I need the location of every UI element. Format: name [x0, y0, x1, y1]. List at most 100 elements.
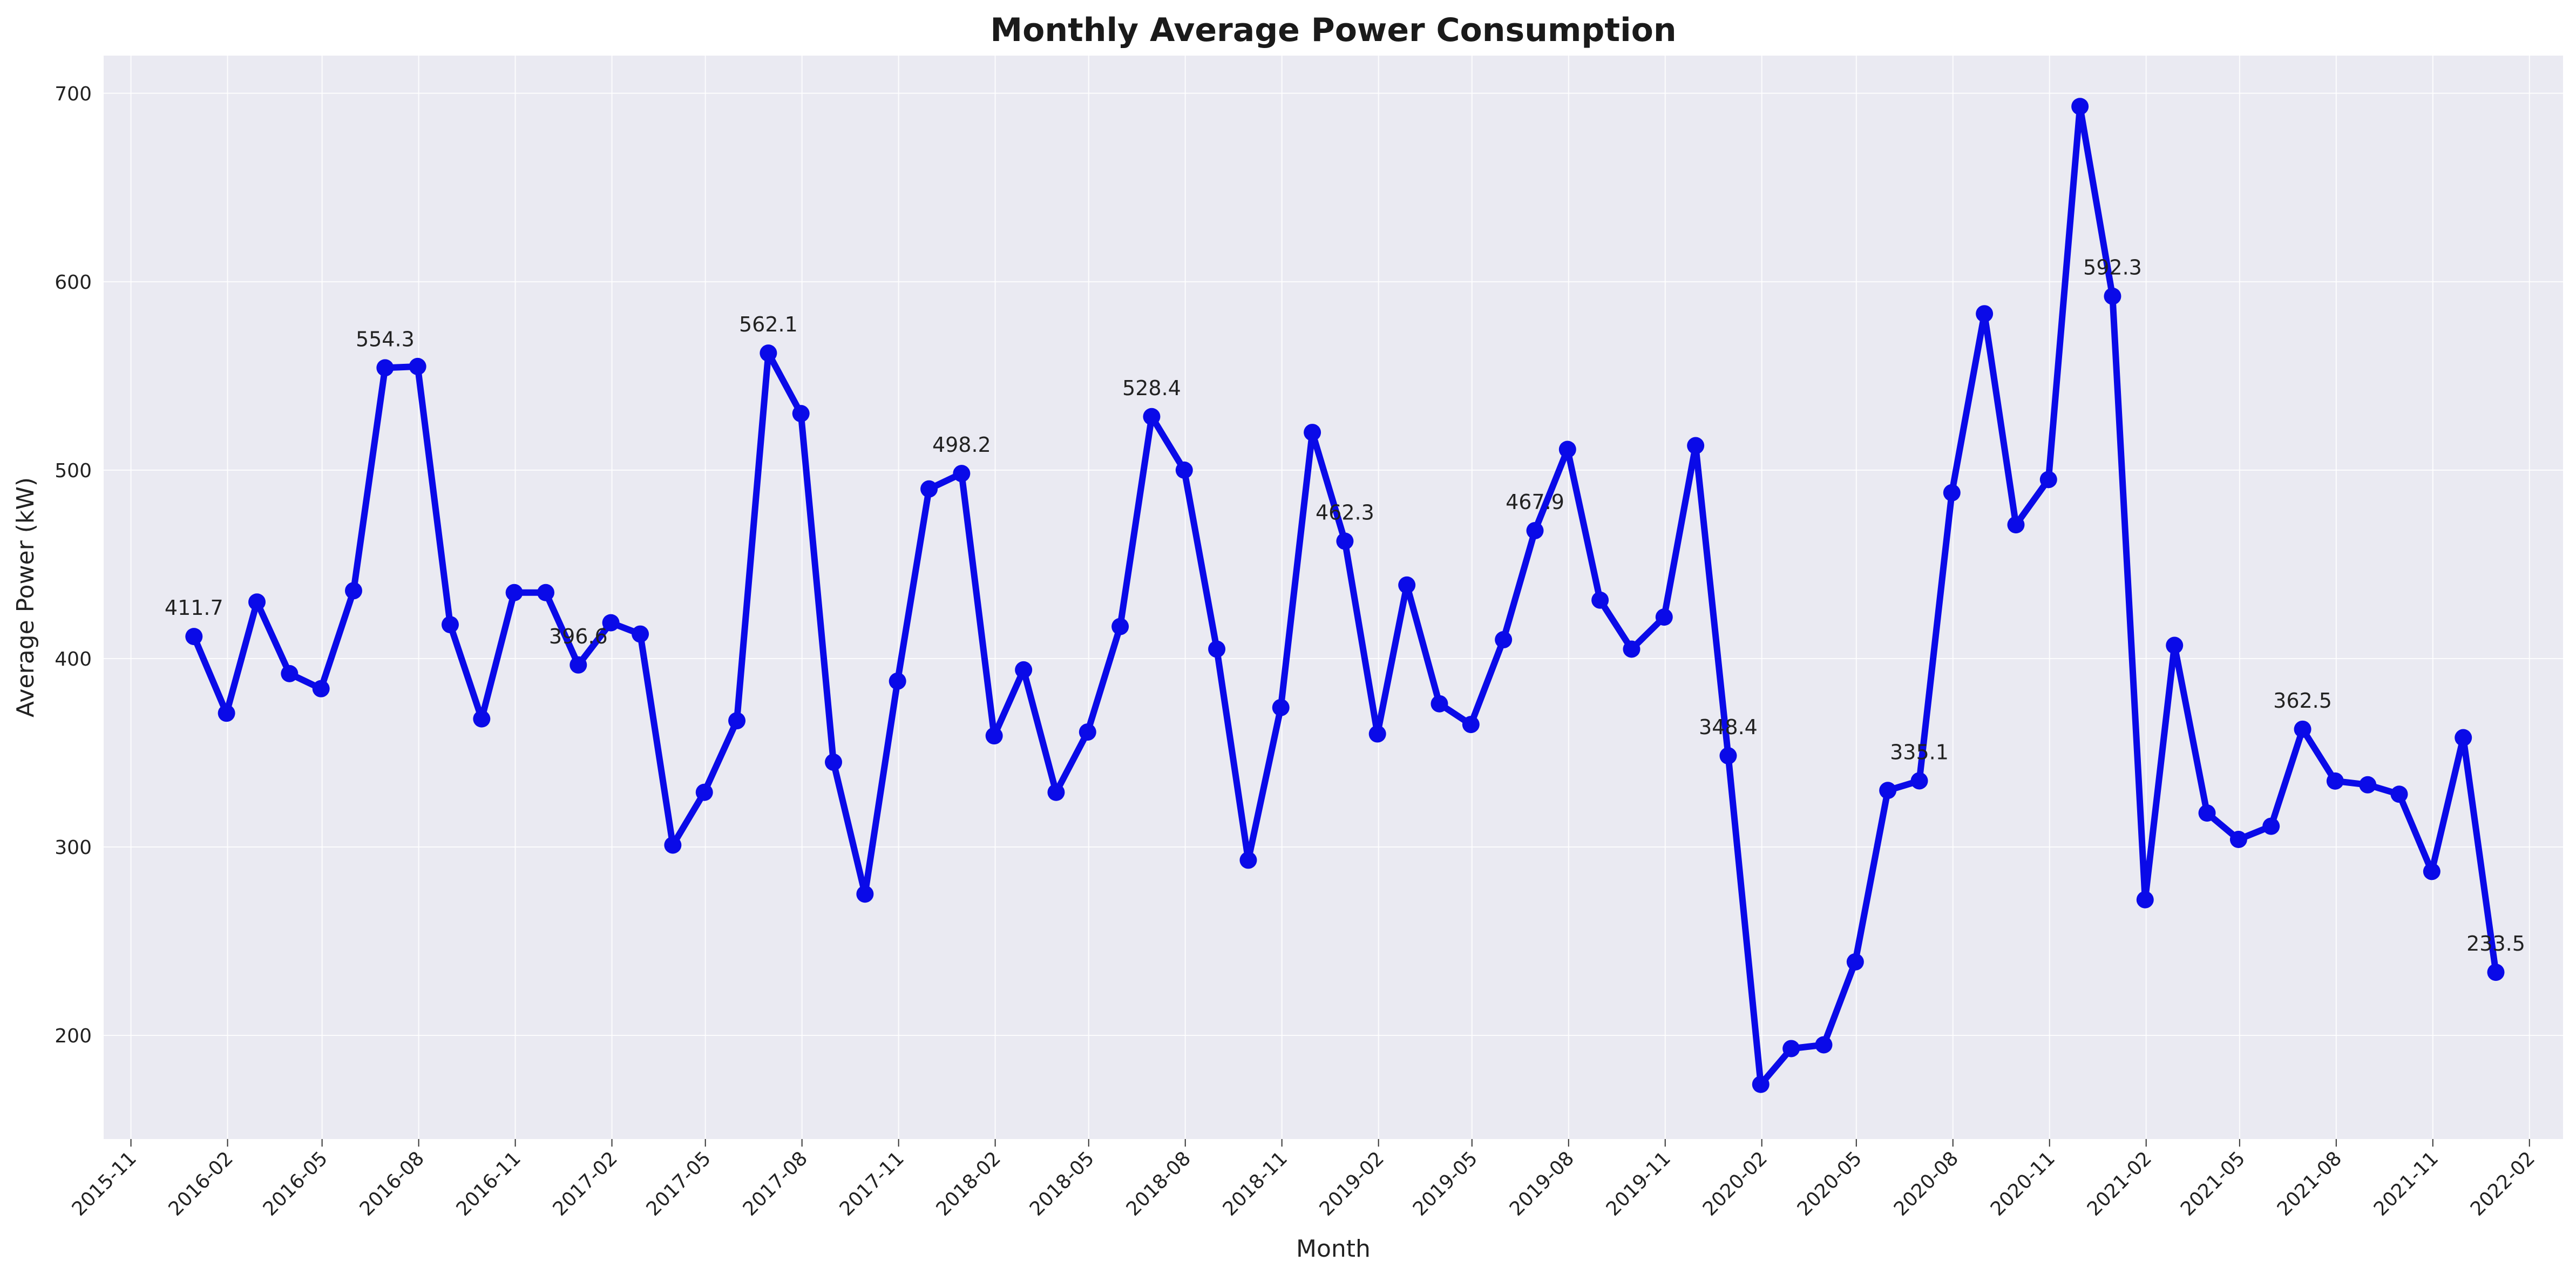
x-tick-label: 2019-05	[1409, 1147, 1482, 1220]
data-point	[1526, 521, 1544, 539]
x-tick-label: 2021-08	[2273, 1147, 2346, 1220]
data-point	[1687, 437, 1705, 455]
data-label: 462.3	[1316, 500, 1374, 524]
data-point	[1752, 1075, 1770, 1093]
data-point	[889, 672, 906, 690]
x-axis-label: Month	[1296, 1235, 1371, 1263]
x-tick-label: 2016-11	[452, 1147, 525, 1220]
data-point	[1815, 1036, 1833, 1054]
data-point	[1943, 484, 1961, 501]
x-tick-label: 2020-05	[1793, 1147, 1866, 1220]
x-tick-label: 2017-11	[836, 1147, 909, 1220]
data-point	[2007, 516, 2025, 534]
data-point	[695, 783, 713, 801]
data-point	[344, 582, 362, 600]
data-point	[1079, 723, 1096, 741]
x-tick-label: 2018-08	[1122, 1147, 1195, 1220]
data-point	[2390, 785, 2408, 803]
y-axis: 200 300 400 500 600 700	[55, 83, 92, 1047]
data-point	[2136, 891, 2154, 909]
y-tick-label: 200	[55, 1025, 92, 1047]
data-point	[1368, 725, 1386, 743]
x-tick-label: 2021-02	[2083, 1147, 2156, 1220]
grid	[104, 56, 2563, 1139]
data-point	[1719, 747, 1737, 765]
data-point	[2229, 831, 2247, 849]
x-tick-label: 2016-08	[356, 1147, 429, 1220]
data-point	[505, 584, 523, 601]
data-point	[1111, 618, 1129, 635]
data-label: 498.2	[932, 433, 991, 457]
data-point	[2326, 772, 2344, 790]
x-tick-label: 2016-02	[165, 1147, 238, 1220]
data-point	[1015, 661, 1033, 679]
data-point	[1239, 851, 1257, 869]
data-point	[1143, 408, 1161, 425]
data-point	[1208, 640, 1226, 658]
x-tick-label: 2017-02	[549, 1147, 622, 1220]
data-point	[1558, 440, 1576, 458]
data-point	[1623, 640, 1640, 658]
x-tick-label: 2018-02	[932, 1147, 1005, 1220]
data-labels: 411.7 554.3 396.6 562.1 498.2 528.4 462.3 467.9…	[165, 256, 2525, 955]
data-label: 411.7	[165, 596, 223, 620]
x-tick-label: 2020-08	[1890, 1147, 1963, 1220]
data-point	[953, 465, 971, 483]
y-tick-label: 300	[55, 837, 92, 859]
data-point	[1591, 591, 1609, 609]
data-label: 335.1	[1890, 740, 1949, 764]
x-tick-label: 2019-11	[1602, 1147, 1675, 1220]
x-tick-label: 2017-08	[739, 1147, 812, 1220]
x-tick-label: 2021-05	[2177, 1147, 2249, 1220]
plot-area	[104, 56, 2563, 1139]
data-label: 233.5	[2466, 932, 2525, 955]
x-tick-label: 2019-08	[1506, 1147, 1578, 1220]
data-point	[920, 480, 938, 498]
data-point	[2455, 729, 2472, 747]
data-point	[1431, 695, 1448, 713]
data-label: 562.1	[739, 313, 798, 336]
x-tick-label: 2018-11	[1219, 1147, 1292, 1220]
data-point	[248, 593, 266, 611]
data-point	[2071, 98, 2089, 116]
data-points	[185, 98, 2505, 1093]
data-point	[1910, 772, 1928, 790]
data-point	[2423, 863, 2441, 880]
x-tick-label: 2017-05	[642, 1147, 715, 1220]
data-point	[1462, 716, 1480, 734]
data-point	[570, 656, 587, 674]
y-tick-label: 600	[55, 272, 92, 294]
data-point	[602, 614, 620, 632]
data-point	[281, 665, 299, 682]
data-point	[1047, 783, 1065, 801]
data-point	[1846, 953, 1864, 971]
data-point	[632, 625, 649, 643]
data-point	[1976, 305, 1994, 323]
data-label: 554.3	[356, 327, 415, 351]
data-point	[664, 836, 682, 854]
data-point	[760, 344, 777, 362]
data-point	[1398, 576, 1416, 594]
data-point	[1495, 631, 1513, 649]
data-point	[856, 885, 874, 903]
data-point	[1175, 461, 1193, 479]
chart-title: Monthly Average Power Consumption	[990, 11, 1676, 49]
x-tick-label: 2020-11	[1987, 1147, 2059, 1220]
x-tick-label: 2015-11	[68, 1147, 141, 1220]
data-point	[825, 753, 843, 771]
y-tick-label: 500	[55, 460, 92, 482]
x-tick-label: 2018-05	[1026, 1147, 1099, 1220]
data-label: 362.5	[2273, 689, 2332, 713]
x-tick-label: 2016-05	[259, 1147, 332, 1220]
x-tick-label: 2022-02	[2466, 1147, 2539, 1220]
data-point	[2487, 964, 2505, 981]
x-tick-label: 2021-11	[2370, 1147, 2443, 1220]
data-point	[185, 628, 203, 646]
data-point	[537, 584, 554, 601]
data-point	[2166, 636, 2184, 654]
data-label: 592.3	[2083, 256, 2142, 280]
data-point	[1272, 699, 1290, 716]
data-point	[1655, 608, 1673, 626]
data-label: 396.6	[549, 625, 608, 648]
